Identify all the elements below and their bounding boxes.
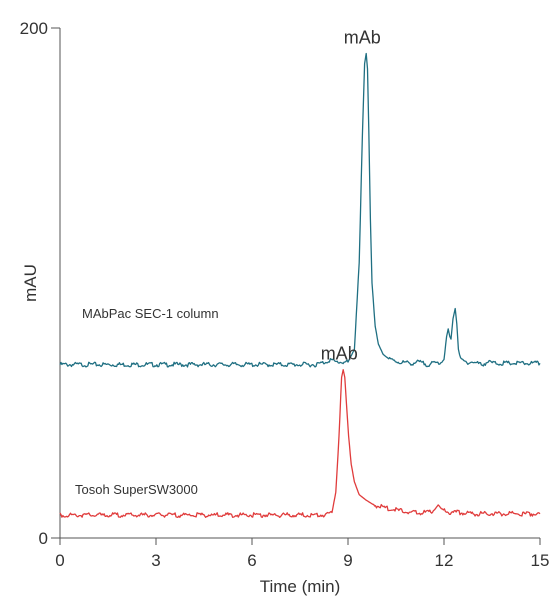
series-line-0 — [59, 52, 541, 368]
x-tick-label: 3 — [151, 551, 160, 570]
y-axis-title: mAU — [21, 264, 40, 302]
traces — [59, 52, 541, 518]
x-tick-label: 6 — [247, 551, 256, 570]
x-tick-label: 12 — [435, 551, 454, 570]
x-axis-title: Time (min) — [260, 577, 341, 596]
peak-label-1: mAb — [321, 344, 358, 364]
x-tick-label: 15 — [531, 551, 549, 570]
y-ticks: 0 200 — [20, 19, 60, 548]
trace-labels: MAbPac SEC-1 column mAb Tosoh SuperSW3000 m… — [75, 28, 381, 498]
x-tick-label: 0 — [55, 551, 64, 570]
trace-label-tosoh: Tosoh SuperSW3000 — [75, 482, 198, 497]
series-line-1 — [59, 369, 541, 518]
peak-label-0: mAb — [344, 28, 381, 48]
axes — [59, 28, 540, 539]
x-ticks: 0 3 6 9 12 15 — [55, 538, 549, 570]
y-tick-label: 0 — [39, 529, 48, 548]
y-tick-label: 200 — [20, 19, 48, 38]
trace-label-mabpac: MAbPac SEC-1 column — [82, 306, 219, 321]
x-tick-label: 9 — [343, 551, 352, 570]
